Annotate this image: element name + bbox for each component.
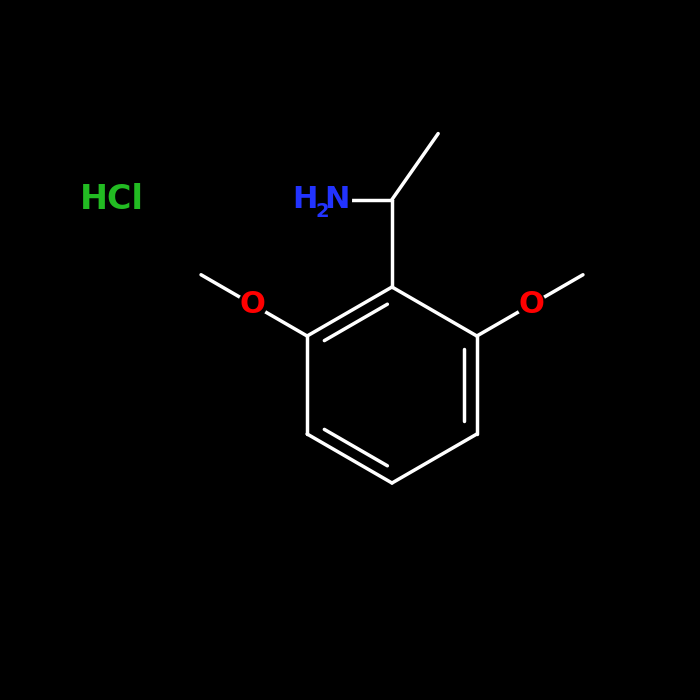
Text: O: O [519,290,545,319]
Circle shape [239,290,267,318]
Circle shape [517,290,545,318]
Text: H: H [292,185,317,214]
Text: HCl: HCl [80,183,144,216]
Circle shape [293,170,351,229]
Text: O: O [239,290,265,319]
Text: 2: 2 [315,202,329,221]
Text: N: N [325,185,350,214]
